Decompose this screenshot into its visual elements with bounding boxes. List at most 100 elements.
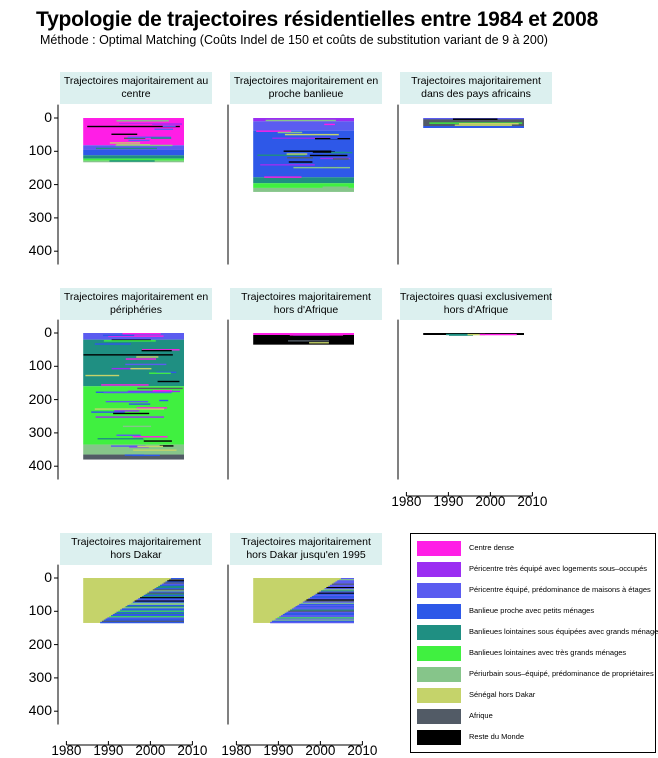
- y-tick-label: 200: [28, 635, 52, 652]
- y-tick-label: 100: [28, 602, 52, 619]
- sequence-stripe: [114, 410, 140, 412]
- sequence-stripe: [95, 416, 165, 418]
- sequence-stripe: [255, 158, 308, 161]
- sequence-stripe: [277, 131, 303, 134]
- legend-item: Afrique: [411, 708, 655, 728]
- sequence-stripe: [105, 400, 149, 403]
- sequence-stripe: [111, 133, 138, 135]
- x-tick-label: 2000: [135, 743, 166, 758]
- legend-swatch: [417, 562, 461, 577]
- sequence-stripe: [83, 354, 173, 356]
- y-tick-label: 200: [28, 175, 52, 192]
- y-tick-label: 300: [28, 423, 52, 440]
- sequence-stripe: [122, 333, 161, 335]
- sequence-stripe: [315, 137, 351, 140]
- y-tick-label: 400: [28, 702, 52, 719]
- sequence-stripe: [110, 445, 146, 447]
- sequence-stripe: [317, 592, 354, 595]
- sequence-stripe: [324, 588, 354, 590]
- sequence-block: [253, 183, 354, 188]
- sequence-stripe: [256, 130, 292, 132]
- x-tick-label: 2010: [177, 743, 208, 758]
- legend-label: Périurbain sous–équipé, prédominance de …: [469, 669, 654, 678]
- sequence-stripe: [149, 591, 184, 593]
- sequence-stripe: [143, 594, 184, 597]
- x-tick-label: 2010: [347, 743, 378, 758]
- sequence-stripe: [122, 425, 152, 428]
- panel-title: Trajectoires majoritairement dans des pa…: [400, 72, 552, 104]
- sequence-stripe: [309, 342, 329, 344]
- legend-item: Banlieue proche avec petits ménages: [411, 603, 655, 623]
- sequence-stripe: [111, 615, 184, 617]
- legend-item: Reste du Monde: [411, 729, 655, 749]
- sequence-stripe: [118, 610, 184, 613]
- sequence-stripe: [275, 618, 354, 620]
- sequence-stripe: [286, 611, 354, 614]
- sequence-stripe: [95, 391, 153, 393]
- sequence-stripe: [284, 612, 354, 615]
- x-tick-label: 1990: [263, 743, 294, 758]
- sequence-stripe: [87, 125, 180, 128]
- legend-item: Banlieues lointaines sous équipées avec …: [411, 624, 658, 644]
- panel-title: Trajectoires majoritairement en proche b…: [230, 72, 382, 104]
- sequence-stripe: [459, 123, 519, 125]
- sequence-stripe: [284, 133, 339, 136]
- sequence-stripe: [454, 124, 512, 126]
- sequence-stripe: [288, 161, 313, 163]
- sequence-stripe: [337, 580, 354, 582]
- sequence-stripe: [265, 119, 336, 122]
- sequence-stripe: [94, 343, 131, 345]
- chart-subtitle: Méthode : Optimal Matching (Coûts Indel …: [40, 33, 548, 47]
- x-tick-label: 1990: [93, 743, 124, 758]
- sequence-stripe: [116, 611, 184, 614]
- sequence-stripe: [141, 349, 180, 351]
- sequence-stripe: [277, 617, 354, 619]
- sequence-block: [423, 333, 524, 335]
- sequence-stripe: [134, 600, 184, 602]
- sequence-stripe: [140, 597, 184, 599]
- sequence-stripe: [335, 581, 354, 583]
- y-tick-label: 200: [28, 390, 52, 407]
- sequence-stripe: [127, 390, 181, 393]
- sequence-block: [83, 145, 184, 150]
- sequence-stripe: [330, 137, 338, 140]
- sequence-block: [253, 118, 354, 122]
- legend-label: Reste du Monde: [469, 732, 525, 741]
- y-tick-label: 100: [28, 142, 52, 159]
- sequence-block: [83, 578, 184, 623]
- sequence-block: [253, 130, 354, 178]
- sequence-stripe: [103, 394, 151, 396]
- sequence-stripe: [306, 599, 354, 601]
- sequence-stripe: [282, 613, 354, 616]
- sequence-stripe: [136, 356, 159, 358]
- sequence-stripe: [323, 166, 338, 169]
- sequence-stripe: [133, 449, 177, 451]
- sequence-block: [83, 454, 184, 460]
- sequence-stripe: [138, 598, 184, 600]
- sequence-stripe: [130, 602, 184, 605]
- sequence-stripe: [281, 122, 316, 125]
- sequence-stripe: [132, 454, 160, 457]
- sequence-stripe: [109, 142, 141, 144]
- sequence-stripe: [167, 580, 184, 582]
- panel-title: Trajectoires quasi exclusivement hors d'…: [400, 288, 552, 320]
- sequence-stripe: [320, 157, 351, 160]
- sequence-stripe: [109, 347, 138, 349]
- legend-item: Périurbain sous–équipé, prédominance de …: [411, 666, 655, 686]
- sequence-stripe: [299, 603, 354, 606]
- sequence-stripe: [291, 608, 354, 610]
- x-tick-label: 2000: [475, 494, 506, 509]
- sequence-stripe: [105, 618, 184, 620]
- sequence-block: [83, 118, 184, 146]
- sequence-stripe: [304, 171, 329, 173]
- sequence-stripe: [125, 606, 184, 608]
- sequence-stripe: [287, 157, 313, 159]
- sequence-stripe: [272, 137, 340, 139]
- sequence-stripe: [326, 586, 354, 589]
- sequence-stripe: [128, 403, 151, 405]
- legend-swatch: [417, 541, 461, 556]
- sequence-stripe: [143, 437, 171, 439]
- y-tick-label: 100: [28, 357, 52, 374]
- sequence-stripe: [125, 358, 157, 360]
- sequence-stripe: [113, 412, 150, 415]
